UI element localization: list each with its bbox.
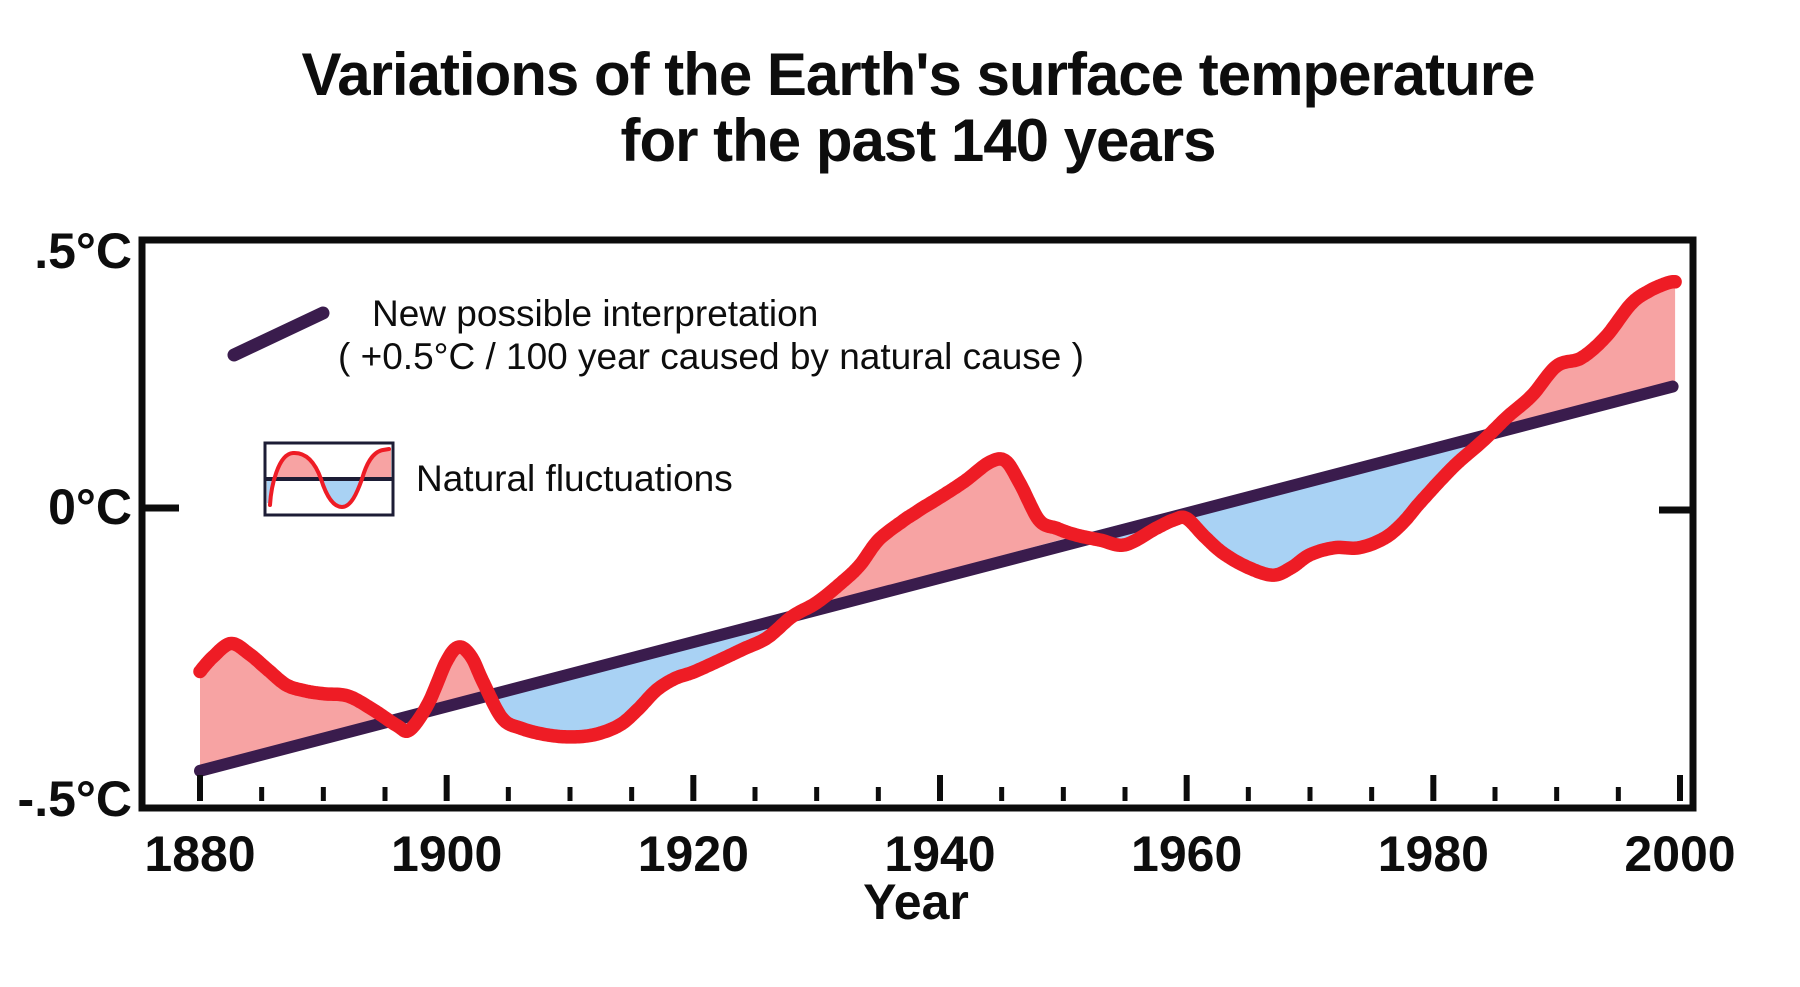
axis-ticks [145,504,1690,801]
plot-area-border [138,236,1697,812]
icon-wave-curve [268,447,391,510]
x-axis-title: Year [863,874,969,930]
legend-trend-line-swatch [227,306,330,362]
y-axis-label-0.5C: .5°C [34,223,132,279]
x-axis-label-1900: 1900 [391,826,503,882]
x-axis-label-1940: 1940 [884,826,996,882]
natural-fluctuations-icon [263,441,395,517]
fill-above-trend [200,643,389,771]
chart-lines [193,275,1682,777]
x-axis-label-1920: 1920 [637,826,749,882]
y-axis-label-neg0.5C: -.5°C [17,771,132,827]
chart-title-line2: for the past 140 years [620,107,1217,174]
fill-above-trend [808,458,1078,608]
x-axis-label-2000: 2000 [1624,826,1736,882]
trend-line [194,380,1679,777]
fill-below-trend [488,607,809,737]
icon-fill-above-right [362,448,391,479]
x-axis-label-1960: 1960 [1131,826,1243,882]
fill-below-trend [1077,430,1494,576]
legend-trend-label-line1: New possible interpretation [372,293,819,334]
legend-fluctuations-label: Natural fluctuations [416,458,733,499]
chart-title-line1: Variations of the Earth's surface temper… [301,41,1535,108]
chart-title: Variations of the Earth's surface temper… [36,42,1800,174]
x-axis-label-1880: 1880 [144,826,256,882]
icon-fill-above [274,453,321,479]
temperature-curve [193,275,1682,744]
y-axis-label-0C: 0°C [48,479,132,535]
legend-trend-label-line2: ( +0.5°C / 100 year caused by natural ca… [338,336,1084,377]
x-axis-label-1980: 1980 [1377,826,1489,882]
